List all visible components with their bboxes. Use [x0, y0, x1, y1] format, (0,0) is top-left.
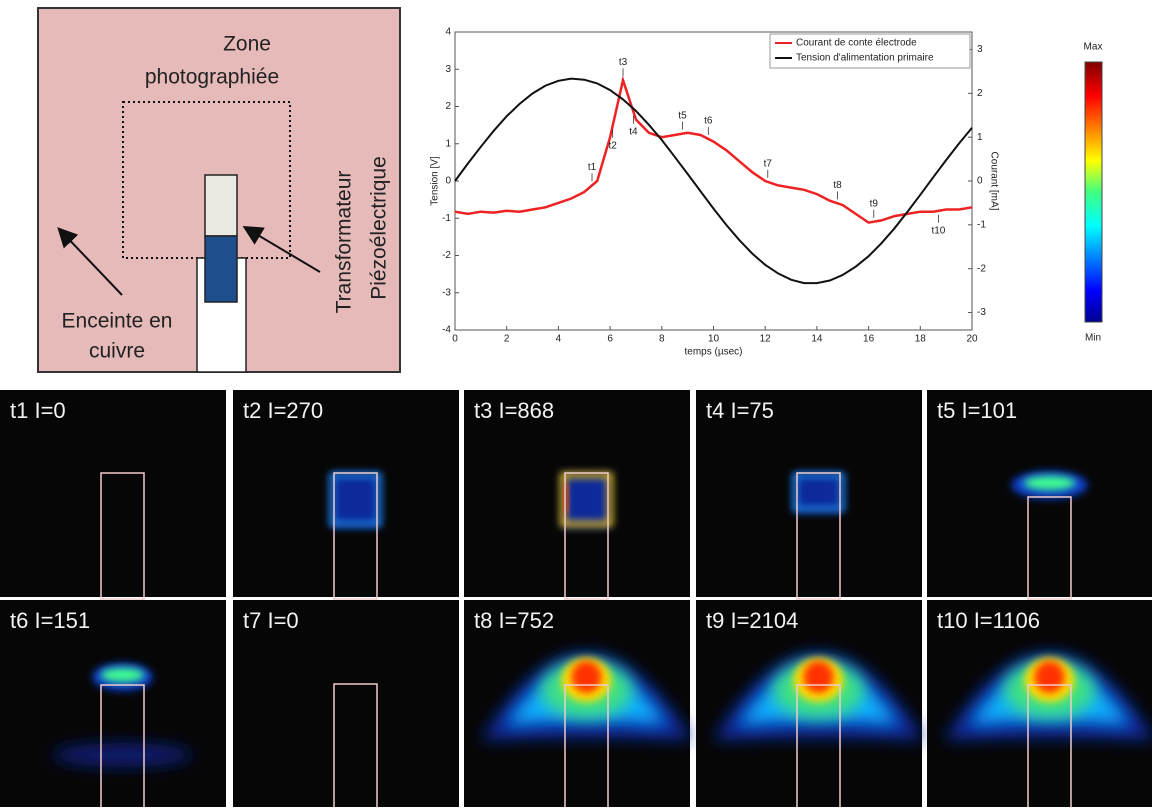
glow	[804, 661, 834, 693]
x-tick-label: 0	[452, 334, 458, 345]
glow	[1035, 661, 1065, 693]
panel-label: t6 I=151	[10, 608, 90, 633]
panel-label: t3 I=868	[474, 398, 554, 423]
label: Piézoélectrique	[368, 156, 391, 300]
annotation: t9	[870, 198, 879, 209]
panels: t1 I=0 t2 I=270 t3 I=868 t4 I=75 t5 I=101 t6 …	[0, 390, 1152, 807]
x-tick-label: 4	[556, 334, 562, 345]
panel-label: t10 I=1106	[937, 608, 1040, 633]
glow	[562, 473, 611, 528]
y-tick-label: 3	[445, 64, 451, 75]
glow	[101, 668, 145, 682]
panel-label: t2 I=270	[243, 398, 323, 423]
panel-label: t4 I=75	[706, 398, 774, 423]
glow	[572, 661, 602, 693]
y-tick-label: -3	[442, 287, 451, 298]
plot-area	[455, 32, 972, 330]
glow	[1024, 476, 1076, 490]
x-axis-label: temps (µsec)	[685, 347, 743, 358]
y2-tick-label: 3	[977, 44, 983, 55]
y-tick-label: -2	[442, 250, 451, 261]
y-tick-label: 0	[445, 176, 451, 187]
y-tick-label: 4	[445, 27, 451, 38]
y-tick-label: 2	[445, 101, 451, 112]
y-tick-label: 1	[445, 138, 451, 149]
x-tick-label: 20	[966, 334, 978, 345]
annotation: t1	[588, 162, 597, 173]
colorbar-label: Min	[1085, 333, 1101, 344]
y-tick-label: -1	[442, 213, 451, 224]
transformer-top	[205, 175, 237, 236]
y2-axis-label: Courant [mA]	[988, 152, 999, 211]
colorbar	[1085, 62, 1102, 322]
y-tick-label: -4	[442, 325, 451, 336]
y2-tick-label: -1	[977, 219, 986, 230]
x-tick-label: 10	[708, 334, 720, 345]
y2-tick-label: -3	[977, 307, 986, 318]
label: cuivre	[89, 340, 145, 363]
y2-tick-label: 2	[977, 88, 983, 99]
glow	[331, 473, 380, 528]
annotation: t6	[704, 116, 713, 127]
x-tick-label: 12	[760, 334, 772, 345]
annotation: t7	[764, 159, 773, 170]
y-axis-label: Tension [V]	[430, 156, 441, 206]
x-tick-label: 8	[659, 334, 665, 345]
label: Zone	[223, 33, 271, 56]
diagram: Zone photographiée Enceinte en cuivre Tr…	[38, 8, 400, 372]
label: Enceinte en	[62, 310, 173, 333]
x-tick-label: 14	[811, 334, 823, 345]
glow	[53, 743, 193, 767]
y2-tick-label: 1	[977, 132, 983, 143]
x-tick-label: 16	[863, 334, 875, 345]
label: photographiée	[145, 66, 279, 89]
annotation: t4	[629, 126, 638, 137]
annotation: t5	[678, 110, 687, 121]
legend-label: Courant de conte électrode	[796, 38, 917, 49]
y2-tick-label: 0	[977, 176, 983, 187]
x-tick-label: 2	[504, 334, 510, 345]
panel-label: t9 I=2104	[706, 608, 798, 633]
annotation: t8	[833, 180, 842, 191]
annotation: t3	[619, 57, 628, 68]
colorbar-label: Max	[1084, 42, 1103, 53]
x-tick-label: 18	[915, 334, 927, 345]
annotation: t10	[931, 225, 945, 236]
legend-label: Tension d'alimentation primaire	[796, 53, 934, 64]
transformer-bottom	[205, 236, 237, 302]
panel-label: t5 I=101	[937, 398, 1017, 423]
label: Transformateur	[333, 171, 356, 314]
panel-label: t8 I=752	[474, 608, 554, 633]
x-tick-label: 6	[607, 334, 613, 345]
annotation: t2	[609, 140, 618, 151]
panel-label: t1 I=0	[10, 398, 66, 423]
panel-label: t7 I=0	[243, 608, 299, 633]
y2-tick-label: -2	[977, 263, 986, 274]
